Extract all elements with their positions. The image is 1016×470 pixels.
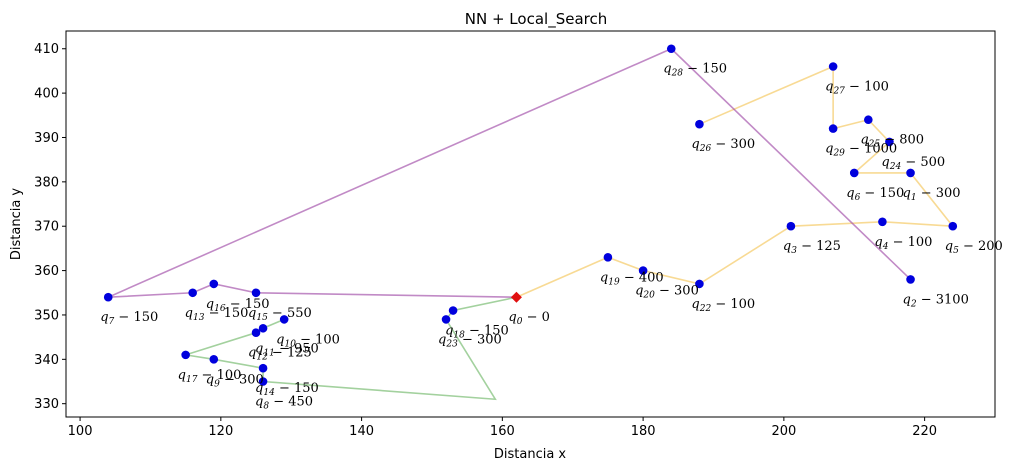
x-tick-label: 100 bbox=[68, 424, 93, 439]
customer-point-19 bbox=[603, 252, 613, 262]
customer-label-23: q23 − 300 bbox=[438, 332, 502, 349]
x-tick-label: 160 bbox=[490, 424, 515, 439]
route-line-3 bbox=[107, 47, 912, 299]
customer-point-27 bbox=[828, 62, 838, 71]
x-tick-label: 120 bbox=[208, 424, 233, 439]
y-tick-label: 380 bbox=[34, 175, 59, 190]
customer-point-3 bbox=[786, 221, 796, 231]
customer-label-20: q20 − 300 bbox=[635, 284, 699, 301]
customer-point-8 bbox=[258, 377, 268, 386]
x-tick-label: 220 bbox=[912, 424, 937, 439]
y-tick-label: 360 bbox=[34, 264, 59, 279]
customer-point-18 bbox=[448, 306, 458, 315]
y-tick-label: 350 bbox=[34, 308, 59, 323]
x-tick-label: 180 bbox=[631, 424, 656, 439]
y-tick-label: 410 bbox=[34, 42, 59, 57]
customer-label-11: q11 − 950 bbox=[255, 341, 319, 358]
customer-point-4 bbox=[878, 217, 887, 227]
customer-point-17 bbox=[181, 350, 190, 360]
customer-point-2 bbox=[906, 275, 915, 284]
customer-point-28 bbox=[666, 44, 676, 54]
customer-point-26 bbox=[695, 119, 704, 129]
customer-label-25: q25 − 800 bbox=[860, 133, 924, 150]
customer-label-4: q4 − 100 bbox=[874, 235, 932, 252]
customer-point-20 bbox=[638, 266, 648, 275]
customer-label-14: q14 − 150 bbox=[255, 381, 319, 398]
customer-point-15 bbox=[251, 288, 261, 298]
y-tick-label: 370 bbox=[34, 220, 59, 235]
customer-point-13 bbox=[188, 288, 197, 298]
chart-title: NN + Local_Search bbox=[465, 10, 607, 29]
customer-label-24: q24 − 500 bbox=[881, 155, 945, 172]
customer-label-22: q22 − 100 bbox=[691, 297, 755, 314]
x-axis: 100 120 140 160 180 200 220 bbox=[68, 417, 937, 439]
customer-label-9: q9 − 300 bbox=[206, 372, 264, 389]
y-axis-label: Distancia y bbox=[9, 188, 24, 261]
customer-label-28: q28 − 150 bbox=[663, 62, 727, 79]
customer-point-5 bbox=[948, 221, 958, 231]
customer-label-1: q1 − 300 bbox=[903, 186, 961, 203]
customer-point-29 bbox=[828, 124, 838, 133]
customer-point-23 bbox=[441, 315, 451, 324]
customer-label-2: q2 − 3100 bbox=[903, 292, 969, 309]
customer-label-16: q16 − 150 bbox=[206, 297, 270, 314]
point-labels: q0 − 0 q1 − 300 q2 − 3100 q3 − 125 q4 − 100 q… bbox=[100, 62, 1003, 412]
customer-point-25 bbox=[864, 115, 873, 125]
customer-point-6 bbox=[849, 168, 859, 178]
customer-point-9 bbox=[209, 355, 219, 364]
customer-label-5: q5 − 200 bbox=[945, 239, 1003, 256]
x-tick-label: 140 bbox=[349, 424, 374, 439]
plot-frame bbox=[65, 30, 996, 418]
y-tick-label: 330 bbox=[34, 397, 59, 412]
customer-label-26: q26 − 300 bbox=[691, 137, 755, 154]
y-tick-label: 390 bbox=[34, 131, 59, 146]
customer-point-7 bbox=[103, 292, 113, 302]
customer-point-12 bbox=[251, 328, 261, 338]
points bbox=[103, 44, 958, 386]
y-tick-label: 400 bbox=[34, 87, 59, 102]
customer-label-27: q27 − 100 bbox=[825, 79, 889, 96]
routes bbox=[107, 47, 955, 401]
customer-point-16 bbox=[209, 279, 219, 289]
customer-point-1 bbox=[906, 168, 915, 178]
route-line-1 bbox=[516, 65, 955, 298]
customer-point-11 bbox=[258, 323, 268, 333]
customer-point-24 bbox=[885, 137, 894, 147]
customer-label-19: q19 − 400 bbox=[600, 270, 664, 287]
depot-marker bbox=[510, 291, 522, 303]
customer-label-7: q7 − 150 bbox=[100, 310, 158, 327]
customer-label-13: q13 − 150 bbox=[185, 306, 249, 323]
customer-label-6: q6 − 150 bbox=[846, 186, 904, 203]
customer-point-10 bbox=[279, 315, 289, 324]
customer-label-10: q10 − 100 bbox=[276, 332, 340, 349]
customer-label-15: q15 − 550 bbox=[248, 306, 312, 323]
depot-label: q0 − 0 bbox=[508, 310, 550, 327]
customer-label-12: q12 − 125 bbox=[248, 346, 312, 363]
customer-label-8: q8 − 450 bbox=[255, 395, 313, 412]
customer-label-3: q3 − 125 bbox=[783, 239, 841, 256]
y-axis: 330 340 350 360 370 380 390 400 410 bbox=[34, 42, 66, 412]
customer-point-14 bbox=[258, 363, 268, 373]
customer-point-22 bbox=[695, 279, 704, 289]
customer-label-29: q29 − 1000 bbox=[825, 142, 897, 159]
customer-label-18: q18 − 150 bbox=[445, 324, 509, 341]
customer-label-17: q17 − 100 bbox=[178, 368, 242, 385]
x-axis-label: Distancia x bbox=[494, 447, 567, 462]
y-tick-label: 340 bbox=[34, 353, 59, 368]
x-tick-label: 200 bbox=[771, 424, 796, 439]
